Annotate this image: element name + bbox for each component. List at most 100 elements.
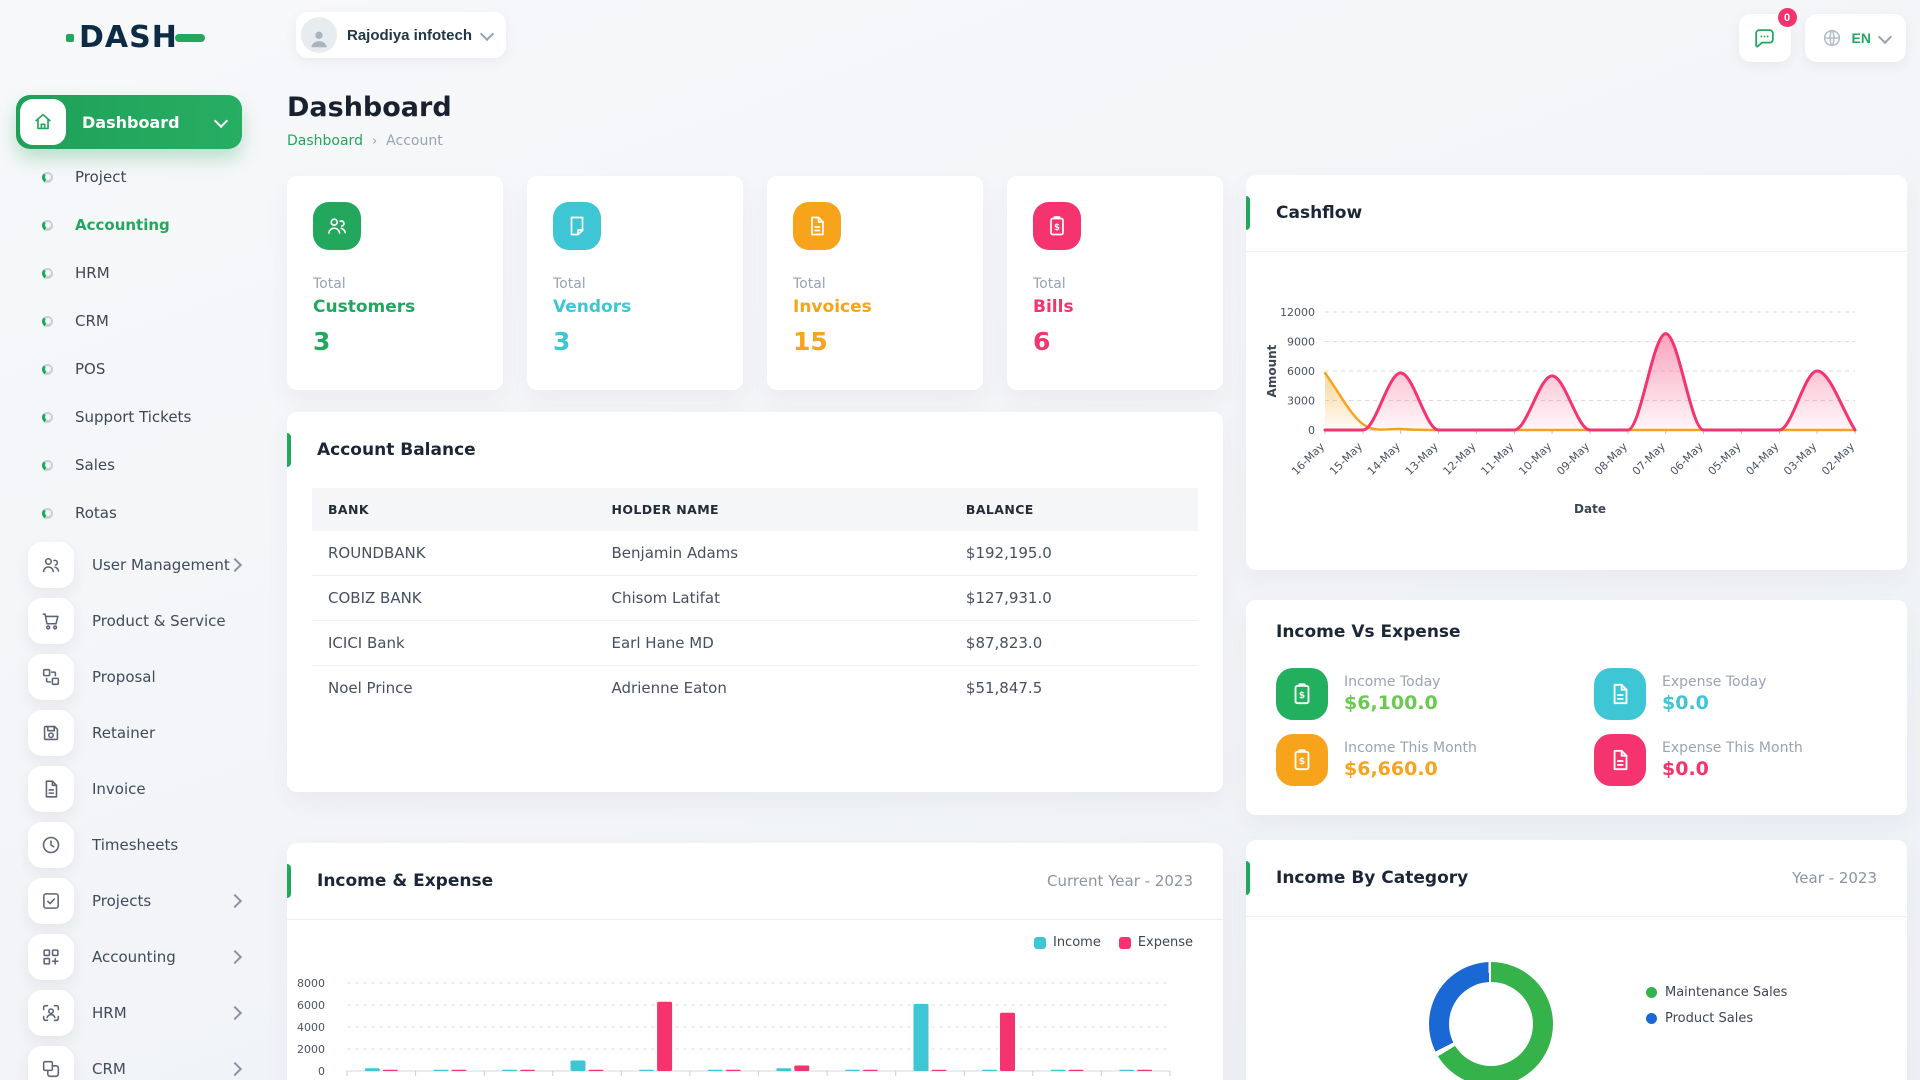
file-icon [28, 766, 74, 812]
home-icon [20, 99, 66, 145]
svg-text:10-May: 10-May [1516, 440, 1554, 478]
accent-bar [287, 864, 291, 898]
sidebar-item-accounting[interactable]: Accounting [16, 201, 256, 249]
chevron-down-icon [479, 26, 495, 41]
income-vs-expense-metrics: $ Income Today $6,100.0 Expense Today $0.0 $ I… [1276, 666, 1894, 788]
sidebar-item-label: Project [75, 168, 127, 186]
bullet-ring-icon [42, 171, 53, 183]
svg-text:0: 0 [318, 1065, 325, 1078]
chevron-right-icon [227, 893, 243, 909]
sidebar-sections: Project Accounting HRM CRM POS Support Ticket… [16, 153, 256, 537]
table-row: Noel Prince Adrienne Eaton $51,847.5 [312, 665, 1198, 710]
accent-bar [287, 433, 291, 467]
stat-label: Bills [1033, 297, 1074, 317]
legend-label: Expense [1137, 935, 1193, 950]
chat-icon [1755, 28, 1774, 47]
cart-icon [28, 598, 74, 644]
users-icon [313, 202, 361, 250]
sidebar-item-crm[interactable]: CRM [16, 297, 256, 345]
svg-text:0: 0 [1308, 424, 1315, 437]
table-cell: Noel Prince [312, 665, 596, 710]
file-icon [1594, 668, 1646, 720]
svg-text:03-May: 03-May [1781, 440, 1819, 478]
sidebar-item-timesheets[interactable]: Timesheets [16, 817, 256, 873]
donut-hole [1449, 982, 1533, 1066]
breadcrumb-link-dashboard[interactable]: Dashboard [287, 133, 363, 149]
stat-card-bills: $ Total Bills 6 [1007, 176, 1223, 390]
sidebar-item-proposal[interactable]: Proposal [16, 649, 256, 705]
sidebar-item-project[interactable]: Project [16, 153, 256, 201]
sidebar-item-crm[interactable]: CRM [16, 1041, 256, 1080]
metric-label: Expense This Month [1662, 740, 1803, 756]
stat-label: Vendors [553, 297, 632, 317]
sidebar-item-support-tickets[interactable]: Support Tickets [16, 393, 256, 441]
svg-text:4000: 4000 [297, 1021, 325, 1034]
metric-income-this-month: $ Income This Month $6,660.0 [1276, 732, 1594, 788]
clipboard-icon: $ [1033, 202, 1081, 250]
sidebar-item-accounting[interactable]: Accounting [16, 929, 256, 985]
stat-prefix: Total [793, 276, 826, 292]
svg-text:$: $ [1054, 223, 1060, 233]
column-header-holder-name: HOLDER NAME [595, 488, 950, 531]
breadcrumb-current: Account [386, 133, 443, 149]
clipboard-icon: $ [1276, 668, 1328, 720]
stat-prefix: Total [313, 276, 346, 292]
metric-value: $6,660.0 [1344, 758, 1438, 780]
language-code: EN [1851, 30, 1871, 46]
table-cell: $51,847.5 [949, 665, 1198, 710]
sidebar-item-pos[interactable]: POS [16, 345, 256, 393]
users-icon [28, 542, 74, 588]
messages-button[interactable]: 0 [1738, 8, 1797, 62]
sidebar-item-label: Rotas [75, 504, 117, 522]
company-selector[interactable]: Rajodiya infotech [296, 12, 507, 58]
sidebar-item-product-service[interactable]: Product & Service [16, 593, 256, 649]
language-selector[interactable]: EN [1804, 14, 1906, 62]
metric-value: $6,100.0 [1344, 692, 1438, 714]
sidebar-item-label: Sales [75, 456, 115, 474]
sidebar-item-user-management[interactable]: User Management [16, 537, 256, 593]
globe-icon [1821, 27, 1843, 49]
sidebar-item-invoice[interactable]: Invoice [16, 761, 256, 817]
sidebar-item-label: Dashboard [82, 112, 180, 132]
sidebar-item-projects[interactable]: Projects [16, 873, 256, 929]
stat-card-customers: Total Customers 3 [287, 176, 503, 390]
sidebar-item-sales[interactable]: Sales [16, 441, 256, 489]
svg-text:3000: 3000 [1287, 395, 1315, 408]
svg-text:06-May: 06-May [1668, 440, 1706, 478]
breadcrumb-separator: › [371, 133, 378, 149]
page-title: Dashboard [287, 92, 452, 123]
table-row: ICICI Bank Earl Hane MD $87,823.0 [312, 620, 1198, 666]
sidebar-item-label: Invoice [92, 780, 146, 798]
metric-expense-this-month: Expense This Month $0.0 [1594, 732, 1894, 788]
file-icon [793, 202, 841, 250]
chevron-right-icon [227, 949, 243, 965]
brand-logo[interactable]: DASH [66, 20, 205, 55]
metric-label: Expense Today [1662, 674, 1767, 690]
sidebar-item-dashboard[interactable]: Dashboard [16, 95, 242, 149]
stat-card-vendors: Total Vendors 3 [527, 176, 743, 390]
stat-label: Customers [313, 297, 416, 317]
sidebar-item-hrm[interactable]: HRM [16, 249, 256, 297]
card-title: Income Vs Expense [1276, 622, 1461, 642]
cashflow-card: Cashflow 0 3000 6000 9000 12000 16-May 15-May 1… [1246, 175, 1907, 570]
sidebar-item-label: POS [75, 360, 106, 378]
income-expense-card: Income & Expense Current Year - 2023 Inc… [287, 843, 1223, 1080]
chevron-right-icon [227, 557, 243, 573]
sidebar: Dashboard Project Accounting HRM CRM POS Supp… [16, 95, 256, 1080]
chevron-down-icon [1877, 29, 1893, 44]
chevron-down-icon [213, 113, 229, 128]
chart-legend: Income Expense [1033, 935, 1193, 950]
svg-text:02-May: 02-May [1819, 440, 1857, 478]
accent-bar [1246, 196, 1250, 230]
sidebar-item-label: Accounting [92, 948, 176, 966]
svg-text:08-May: 08-May [1592, 440, 1630, 478]
sidebar-item-retainer[interactable]: Retainer [16, 705, 256, 761]
svg-text:Amount: Amount [1265, 344, 1279, 397]
logo-dash [174, 33, 205, 42]
period-label: Year - 2023 [1792, 869, 1877, 887]
legend-income: Income [1033, 935, 1101, 950]
bullet-ring-icon [42, 459, 53, 471]
sidebar-item-rotas[interactable]: Rotas [16, 489, 256, 537]
avatar [301, 17, 337, 53]
sidebar-item-hrm[interactable]: HRM [16, 985, 256, 1041]
